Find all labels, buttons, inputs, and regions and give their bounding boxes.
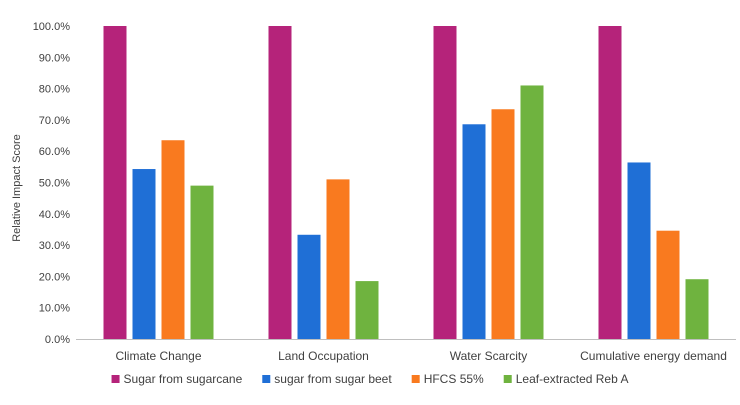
y-tick-label: 70.0% xyxy=(39,115,70,127)
bar xyxy=(297,234,321,339)
y-tick-label: 0.0% xyxy=(45,334,70,346)
y-axis-title: Relative Impact Score xyxy=(11,134,23,242)
legend-swatch xyxy=(411,375,420,383)
bars xyxy=(103,26,709,340)
y-tick-label: 100.0% xyxy=(33,21,71,33)
bar xyxy=(462,124,486,339)
legend-swatch xyxy=(262,375,271,383)
legend-swatch xyxy=(111,375,120,383)
y-tick-label: 30.0% xyxy=(39,240,70,252)
legend-swatch xyxy=(503,375,512,383)
x-category-label: Climate Change xyxy=(115,349,201,363)
legend-item: Leaf-extracted Reb A xyxy=(503,372,629,386)
bar xyxy=(326,179,350,339)
legend-label: Sugar from sugarcane xyxy=(124,372,243,386)
bar xyxy=(132,169,156,339)
y-axis-title-group: Relative Impact Score xyxy=(11,134,23,242)
legend-item: Sugar from sugarcane xyxy=(111,372,243,386)
bar xyxy=(598,26,622,339)
legend-label: HFCS 55% xyxy=(424,372,484,386)
bar xyxy=(355,281,379,339)
bar xyxy=(161,140,185,339)
bar xyxy=(190,185,214,339)
y-tick-label: 10.0% xyxy=(39,303,70,315)
y-tick-label: 90.0% xyxy=(39,52,70,64)
y-tick-label: 60.0% xyxy=(39,146,70,158)
y-tick-label: 50.0% xyxy=(39,178,70,190)
y-tick-label: 20.0% xyxy=(39,271,70,283)
y-tick-label: 80.0% xyxy=(39,84,70,96)
bar xyxy=(627,162,651,339)
legend-label: sugar from sugar beet xyxy=(274,372,392,386)
legend-item: sugar from sugar beet xyxy=(262,372,392,386)
bar xyxy=(491,109,515,340)
bar xyxy=(268,26,292,339)
legend-item: HFCS 55% xyxy=(411,372,484,386)
x-category-label: Cumulative energy demand xyxy=(580,349,727,363)
x-category-label: Water Scarcity xyxy=(450,349,528,363)
bar xyxy=(433,26,457,339)
legend: Sugar from sugarcane sugar from sugar bee… xyxy=(111,372,629,386)
x-category-label: Land Occupation xyxy=(278,349,369,363)
x-axis-category-labels: Climate Change Land Occupation Water Scarc… xyxy=(115,349,726,363)
bar xyxy=(685,279,709,339)
bar xyxy=(520,85,544,339)
y-tick-label: 40.0% xyxy=(39,209,70,221)
bar xyxy=(103,26,127,339)
bar xyxy=(656,230,680,339)
legend-label: Leaf-extracted Reb A xyxy=(516,372,629,386)
y-axis-ticks: 0.0% 10.0% 20.0% 30.0% 40.0% 50.0% 60.0% 70.0% 8… xyxy=(33,21,71,346)
